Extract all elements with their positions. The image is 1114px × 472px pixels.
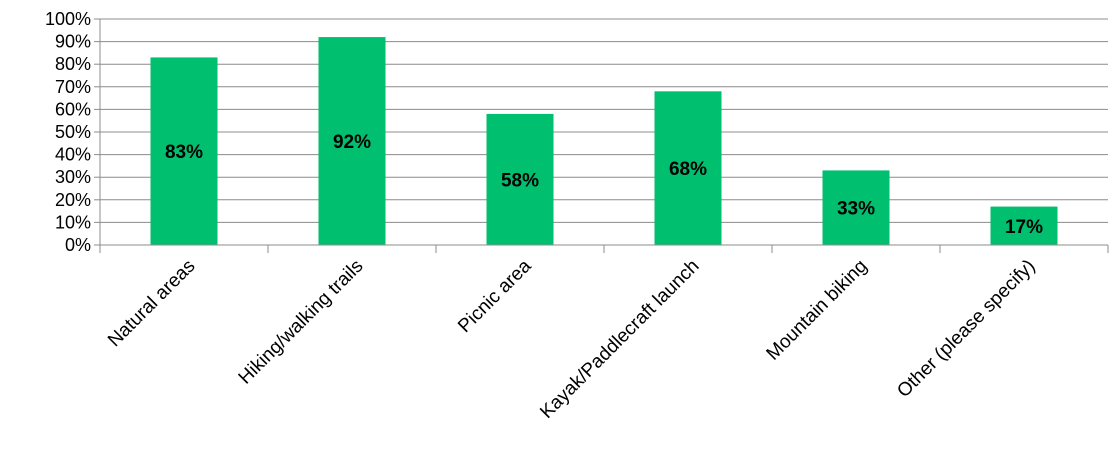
category-label: Picnic area bbox=[454, 255, 536, 337]
y-tick-label: 90% bbox=[55, 32, 91, 52]
category-label: Hiking/walking trails bbox=[235, 256, 368, 389]
bar bbox=[822, 170, 890, 245]
bar bbox=[150, 57, 218, 245]
y-axis-tick-labels: 0% 10%20% 30%40% 50% 60%70% 80%90% 100% bbox=[45, 9, 91, 255]
data-label: 83% bbox=[165, 142, 203, 163]
y-tick-label: 50% bbox=[55, 122, 91, 142]
gridlines bbox=[100, 18, 1108, 223]
axes bbox=[94, 18, 1109, 253]
category-label: Natural areas bbox=[104, 256, 200, 352]
data-label: 17% bbox=[1005, 217, 1043, 238]
data-label: 33% bbox=[837, 199, 875, 220]
bar bbox=[990, 206, 1058, 245]
bar bbox=[318, 37, 386, 245]
y-tick-label: 40% bbox=[55, 145, 91, 165]
data-label: 58% bbox=[501, 170, 539, 191]
data-labels: 83% 92% 58% 68% 33% 17% bbox=[165, 132, 1043, 238]
y-tick-label: 100% bbox=[45, 9, 91, 29]
bar bbox=[486, 113, 554, 245]
category-label: Mountain biking bbox=[763, 256, 872, 365]
category-labels: Natural areas Hiking/walking trails Picnic… bbox=[104, 255, 1040, 423]
y-tick-label: 70% bbox=[55, 77, 91, 97]
y-tick-label: 20% bbox=[55, 190, 91, 210]
y-tick-label: 30% bbox=[55, 167, 91, 187]
data-label: 92% bbox=[333, 132, 371, 153]
y-tick-label: 60% bbox=[55, 99, 91, 119]
data-label: 68% bbox=[669, 159, 707, 180]
y-tick-label: 80% bbox=[55, 54, 91, 74]
category-label: Kayak/Paddlecraft launch bbox=[536, 256, 703, 423]
bar bbox=[654, 91, 722, 245]
y-tick-label: 0% bbox=[65, 235, 91, 255]
y-tick-label: 10% bbox=[55, 212, 91, 232]
category-label: Other (please specify) bbox=[893, 256, 1039, 402]
bars bbox=[150, 37, 1058, 245]
